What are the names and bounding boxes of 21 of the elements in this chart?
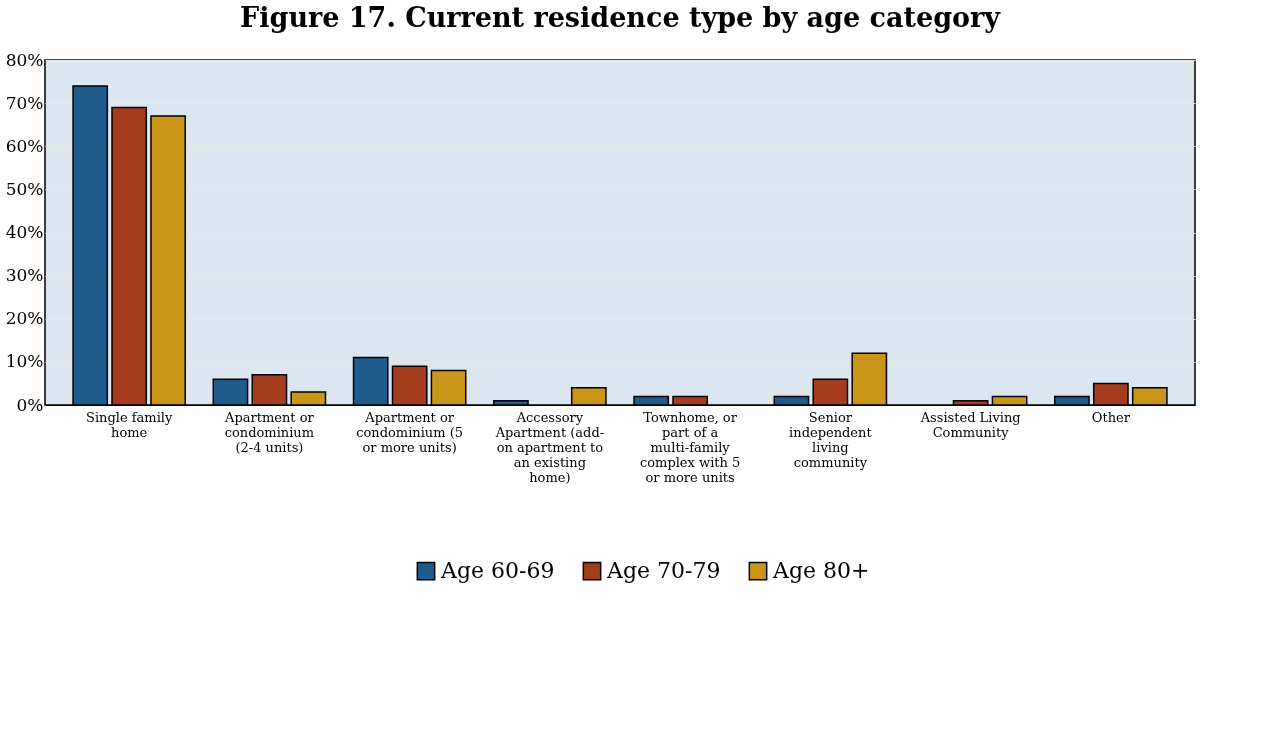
legend-label: Age 60-69 [440,558,555,584]
y-tick-label: 60% [5,135,44,156]
y-tick-label: 50% [5,178,44,199]
y-tick-label: 30% [5,265,44,286]
y-tick-label: 10% [5,351,44,372]
legend-label: Age 80+ [772,558,870,584]
y-tick-label: 80% [5,49,44,70]
chart-title: Figure 17. Current residence type by age category [240,2,1002,33]
y-tick-label: 40% [5,222,44,242]
x-tick-label: Single family home [86,409,173,440]
x-tick-label: Townhome, or part of a multi-family complex with 5 or more units [639,409,741,485]
legend-label: Age 70-79 [606,558,721,584]
x-tick-label: Accessory Apartment (add-on apartment to an existing home) [494,409,605,485]
x-tick-label: Assisted Living Community [919,409,1021,440]
x-tick-label: Apartment or condominium (2-4 units) [224,409,315,455]
y-tick-label: 20% [5,308,44,329]
x-tick-label: Other [1091,409,1131,425]
y-tick-label: 70% [5,92,44,113]
x-tick-label: Senior independent living community [789,409,873,470]
x-tick-label: Apartment or condominium (5 or more units) [356,409,464,455]
y-tick-label: 0% [16,394,44,415]
